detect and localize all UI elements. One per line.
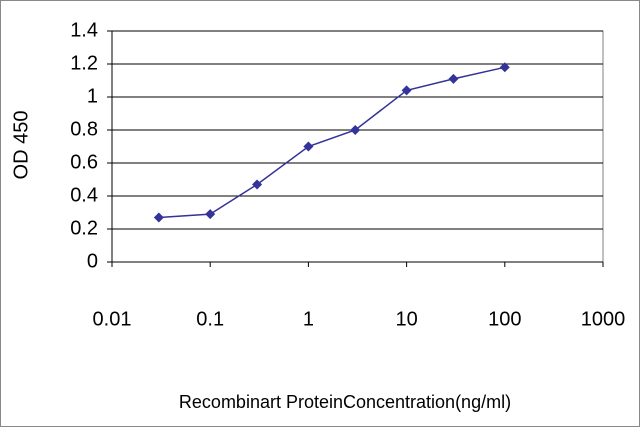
data-point <box>401 85 412 96</box>
x-tick-label: 10 <box>395 308 417 330</box>
data-point <box>499 62 510 73</box>
data-line <box>158 66 505 219</box>
y-tick-label: 1.2 <box>70 52 98 74</box>
y-tick-label: 0.8 <box>70 118 98 140</box>
x-tick-label: 1000 <box>581 308 626 330</box>
x-tick-label: 0.1 <box>196 308 224 330</box>
y-tick-label: 1 <box>87 85 98 107</box>
y-tick-label: 0.2 <box>70 217 98 239</box>
y-tick-label: 0.4 <box>70 184 98 206</box>
data-point <box>448 73 459 84</box>
data-point <box>303 141 314 152</box>
x-tick-label: 1 <box>303 308 314 330</box>
plot-area <box>111 30 604 263</box>
data-point <box>350 125 361 135</box>
y-tick-label: 0.6 <box>70 151 98 173</box>
x-tick-label: 100 <box>488 308 521 330</box>
data-point <box>252 179 263 190</box>
y-axis-label: OD 450 <box>10 111 32 180</box>
x-tick-label: 0.01 <box>93 308 132 330</box>
y-tick-label: 0 <box>87 250 98 272</box>
data-point <box>153 212 164 223</box>
data-point <box>205 209 216 220</box>
y-tick-label: 1.4 <box>70 19 98 41</box>
x-axis-label: Recombinart ProteinConcentration(ng/ml) <box>179 392 511 412</box>
